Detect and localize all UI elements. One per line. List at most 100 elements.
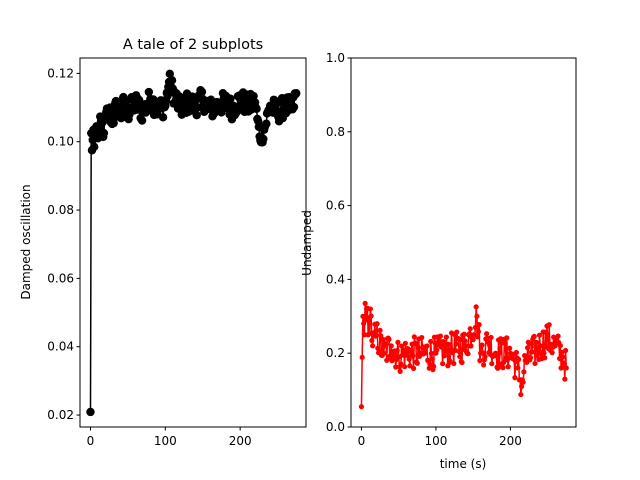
data-point (473, 304, 479, 310)
data-point (515, 365, 521, 371)
data-point (529, 349, 535, 355)
data-point (500, 365, 506, 371)
y-tick-label: 0.8 (326, 125, 345, 139)
data-point (463, 343, 469, 349)
data-point (465, 351, 471, 357)
y-tick-label: 0.10 (47, 135, 74, 149)
data-point (428, 350, 435, 356)
data-point (408, 348, 414, 355)
data-point (192, 111, 201, 120)
x-tick-label: 100 (154, 434, 177, 448)
data-point (520, 379, 526, 385)
data-point (395, 339, 401, 345)
data-point (99, 128, 109, 138)
data-point (381, 350, 387, 356)
data-point (373, 332, 379, 338)
y-tick-label: 1.0 (326, 51, 345, 65)
data-point (533, 339, 540, 346)
data-point (563, 365, 569, 371)
data-point (507, 345, 513, 351)
data-point (422, 350, 429, 356)
data-point (457, 353, 463, 360)
data-point (362, 300, 368, 306)
data-point (542, 329, 549, 335)
data-point (431, 363, 437, 370)
data-point (406, 356, 412, 362)
data-point (537, 343, 543, 349)
data-point (434, 347, 440, 353)
data-point (502, 341, 508, 347)
data-point (480, 350, 486, 356)
data-point (360, 313, 366, 319)
data-point (461, 331, 467, 337)
data-point (249, 91, 258, 101)
data-point (467, 326, 473, 332)
data-point (501, 359, 507, 365)
data-point (402, 364, 408, 370)
data-point (488, 334, 494, 341)
data-point (158, 113, 168, 122)
data-point (532, 360, 538, 367)
y-tick-label: 0.08 (47, 203, 74, 217)
data-point (367, 306, 373, 312)
data-point (374, 321, 380, 327)
data-point (289, 102, 299, 112)
data-point (493, 353, 499, 359)
data-point (259, 134, 268, 144)
data-point (441, 353, 447, 359)
data-point (477, 358, 483, 364)
data-point (512, 375, 518, 381)
data-point (447, 358, 453, 364)
data-point (361, 332, 368, 338)
data-point (557, 342, 563, 349)
y-tick-label: 0.12 (47, 66, 74, 80)
data-point (472, 324, 479, 331)
data-point (482, 353, 488, 360)
data-point (397, 368, 403, 374)
damped-series (86, 69, 301, 417)
x-ticks-right: 0 100 200 (358, 427, 522, 448)
undamped-series (358, 300, 569, 410)
data-point (516, 356, 522, 362)
data-point (531, 333, 537, 339)
y-tick-label: 0.2 (326, 346, 345, 360)
subplot-undamped: 0.0 0.2 0.4 0.6 0.8 1.0 0 100 200 time (s) Unda… (300, 51, 577, 471)
axes-frame-left (79, 57, 307, 428)
data-point (475, 328, 481, 335)
data-point (86, 407, 95, 417)
y-tick-label: 0.06 (47, 271, 74, 285)
data-point (428, 338, 434, 345)
data-point (527, 355, 534, 361)
x-tick-label: 200 (499, 434, 522, 448)
axes-frame-right (350, 57, 577, 428)
data-point (399, 343, 405, 349)
data-point (137, 116, 147, 125)
data-point (368, 313, 374, 319)
x-tick-label: 0 (358, 434, 366, 448)
y-axis-label-right: Undamped (300, 210, 314, 276)
data-point (476, 322, 482, 328)
y-tick-label: 0.0 (326, 420, 345, 434)
data-point (443, 334, 449, 340)
x-ticks-left: 0 100 200 (87, 427, 252, 448)
x-tick-label: 100 (424, 434, 447, 448)
data-point (383, 341, 389, 347)
data-point (419, 334, 425, 341)
data-point (559, 354, 566, 360)
data-point (562, 376, 568, 382)
data-point (359, 354, 365, 360)
data-point (549, 350, 555, 356)
data-point (414, 360, 420, 366)
data-point (521, 353, 528, 359)
data-point (541, 350, 547, 356)
data-point (519, 383, 525, 390)
data-point (358, 404, 365, 410)
data-point (518, 391, 524, 398)
subplot-damped: 0.02 0.04 0.06 0.08 0.10 0.12 0 100 200 A tale … (19, 37, 307, 448)
data-point (524, 345, 531, 351)
data-point (165, 69, 174, 79)
data-point (217, 108, 226, 117)
data-point (398, 361, 404, 367)
data-point (389, 358, 395, 364)
